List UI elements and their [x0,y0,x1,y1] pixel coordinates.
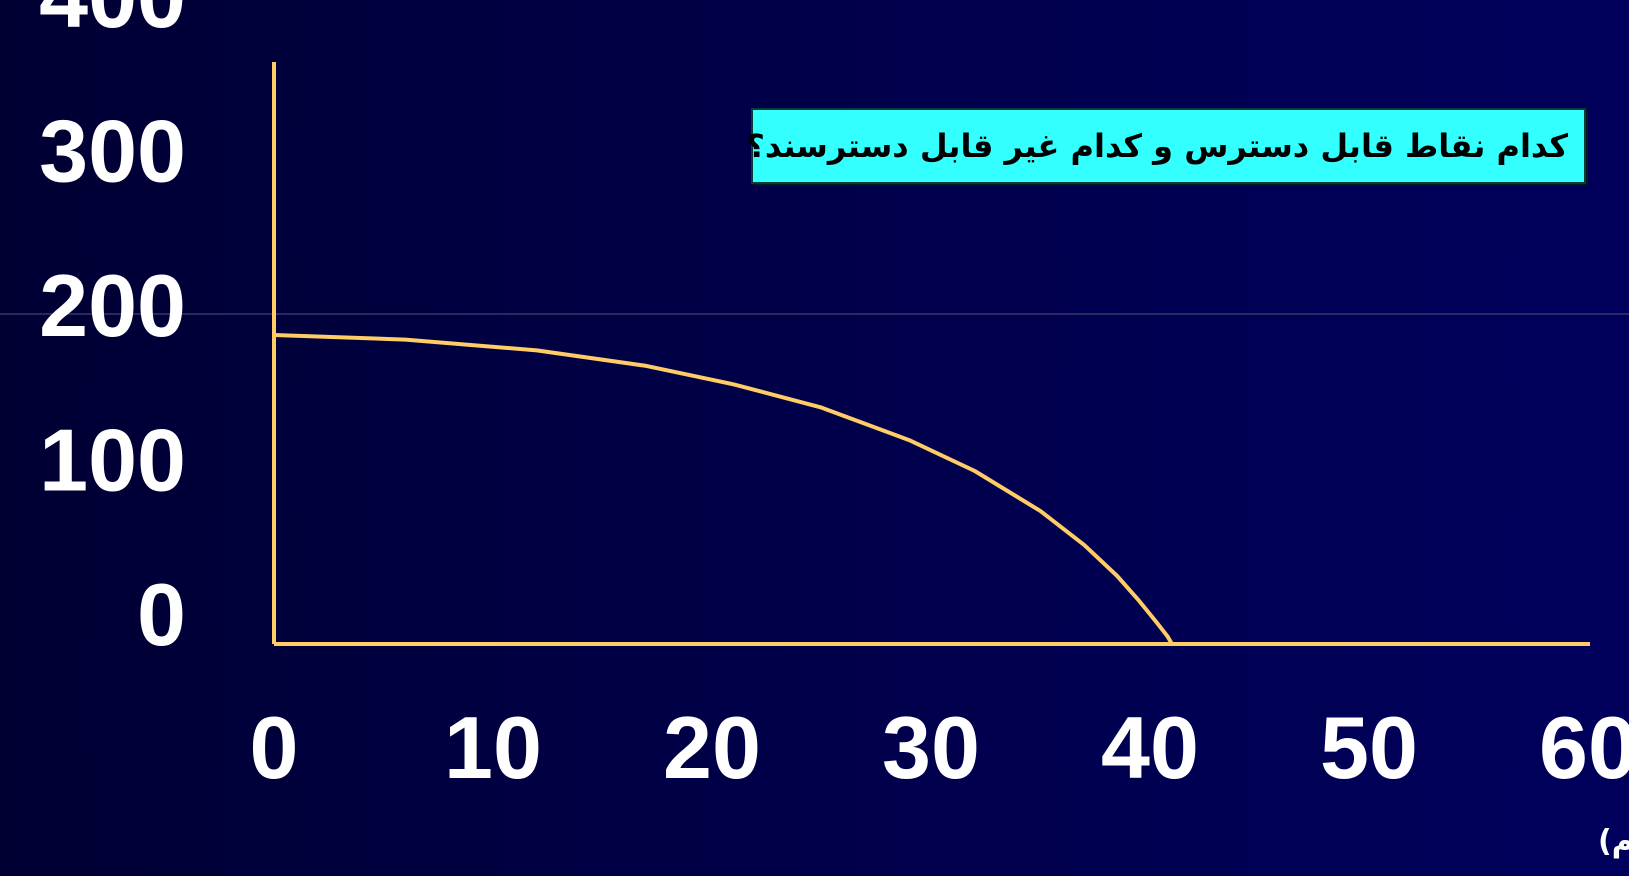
x-tick-label: 60 [1539,698,1629,797]
question-callout-text: کدام نقاط قابل دسترس و کدام غیر قابل دست… [746,127,1568,165]
y-tick-label: 100 [39,411,186,510]
y-tick-label: 200 [39,256,186,355]
x-tick-label: 40 [1101,698,1199,797]
x-axis-label: کره ( گرم) [1598,823,1629,859]
y-tick-label: 400 [39,0,186,46]
series-line-0 [272,333,1174,646]
x-tick-label: 10 [444,698,542,797]
x-tick-label: 30 [882,698,980,797]
y-tick-label: 300 [39,102,186,201]
x-tick-label: 20 [663,698,761,797]
x-tick-label: 0 [250,698,299,797]
question-callout-box: کدام نقاط قابل دسترس و کدام غیر قابل دست… [746,108,1586,184]
y-tick-label: 0 [137,565,186,664]
x-tick-label: 50 [1320,698,1418,797]
